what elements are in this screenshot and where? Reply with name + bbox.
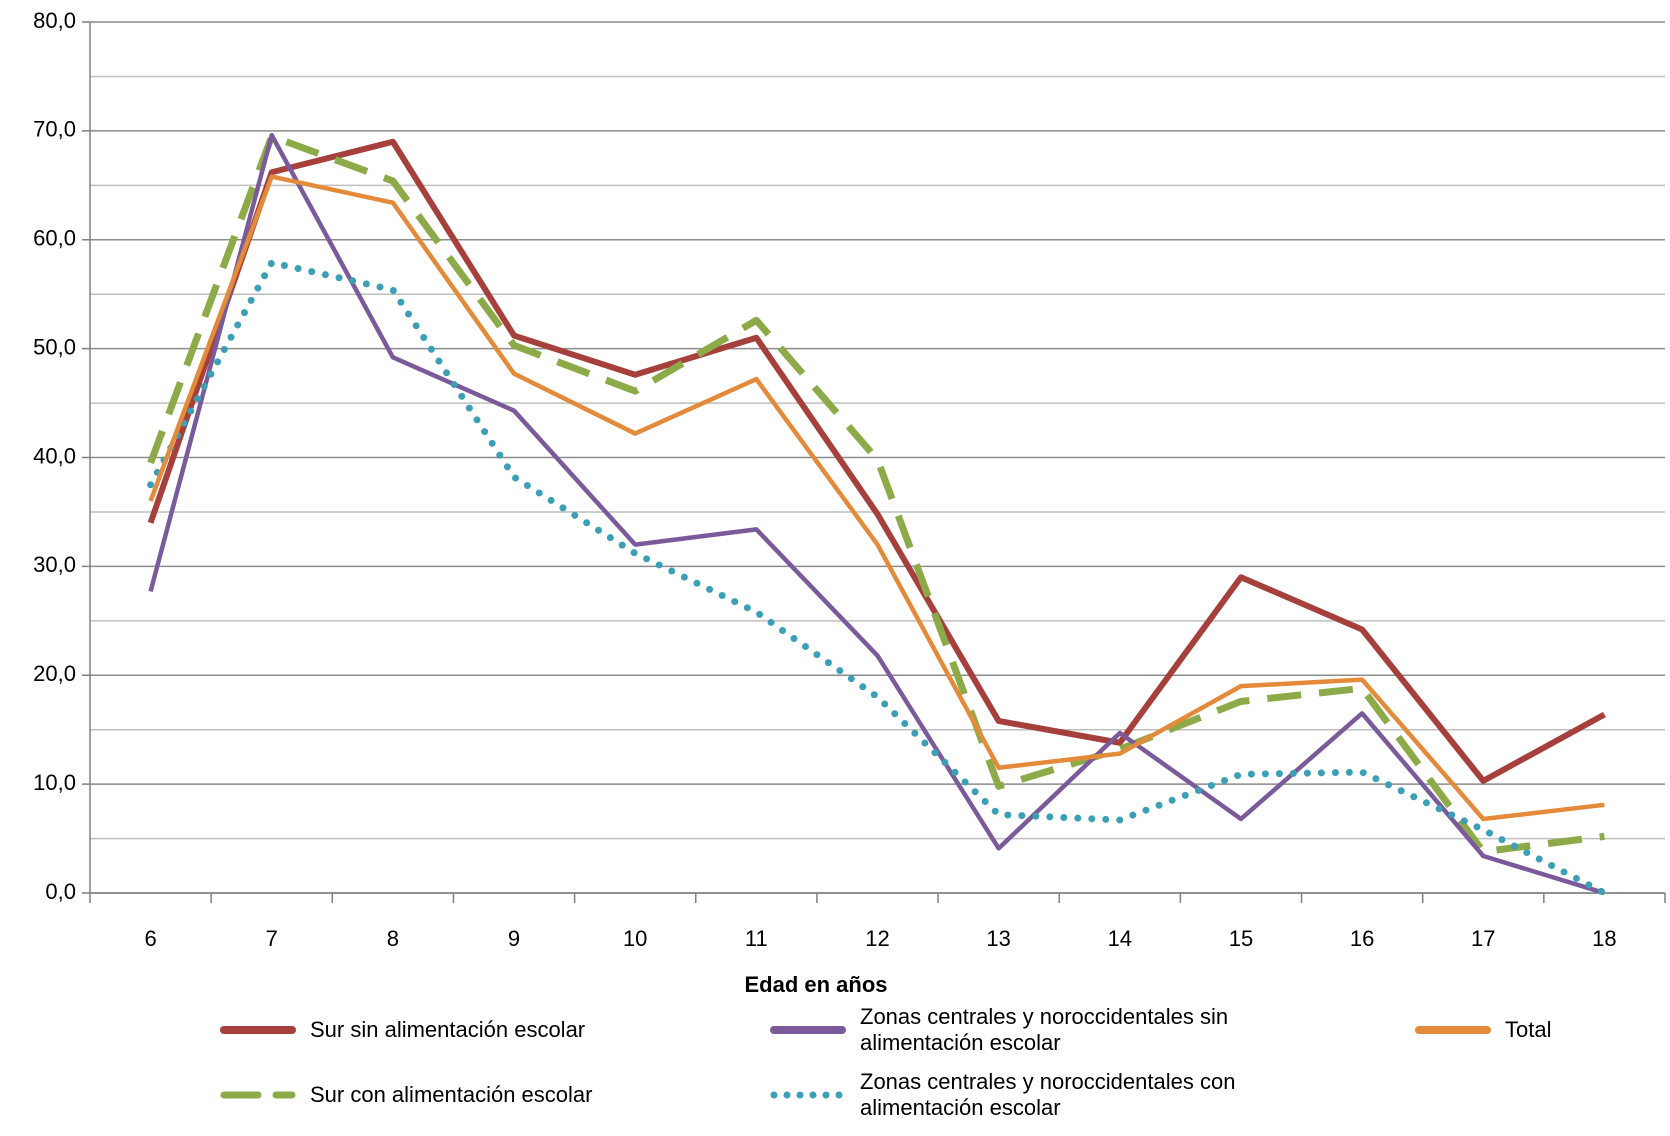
- legend-swatch: [220, 1091, 296, 1099]
- x-tick-label: 16: [1350, 926, 1374, 951]
- x-tick-label: 13: [986, 926, 1010, 951]
- x-tick-label: 8: [387, 926, 399, 951]
- x-tick-label: 18: [1592, 926, 1616, 951]
- y-tick-label: 30,0: [33, 552, 76, 577]
- legend-label: Sur con alimentación escolar: [310, 1082, 593, 1107]
- x-tick-label: 14: [1108, 926, 1132, 951]
- series-line: [147, 259, 1608, 897]
- y-tick-label: 0,0: [45, 879, 76, 904]
- legend-item: Zonas centrales y noroccidentales con al…: [770, 1069, 1260, 1121]
- series-line: [148, 174, 1605, 822]
- x-tick-label: 9: [508, 926, 520, 951]
- legend-label: Total: [1505, 1017, 1552, 1042]
- y-tick-label: 70,0: [33, 117, 76, 142]
- legend-item: Sur con alimentación escolar: [220, 1069, 592, 1121]
- x-tick-label: 10: [623, 926, 647, 951]
- y-tick-label: 40,0: [33, 443, 76, 468]
- y-tick-label: 60,0: [33, 226, 76, 251]
- x-tick-label: 15: [1229, 926, 1253, 951]
- legend-label: Zonas centrales y noroccidentales sin al…: [860, 1004, 1229, 1055]
- x-tick-label: 7: [266, 926, 278, 951]
- legend-swatch: [770, 1026, 846, 1034]
- legend-item: Total: [1415, 1004, 1551, 1056]
- series-line: [147, 138, 1606, 784]
- legend-swatch: [1415, 1026, 1491, 1034]
- legend-label: Sur sin alimentación escolar: [310, 1017, 586, 1042]
- legend-label: Zonas centrales y noroccidentales con al…: [860, 1069, 1236, 1120]
- legend-swatch: [770, 1091, 846, 1099]
- legend-item: Sur sin alimentación escolar: [220, 1004, 585, 1056]
- series-line: [147, 132, 1605, 856]
- x-tick-label: 11: [745, 926, 768, 951]
- x-tick-label: 17: [1471, 926, 1495, 951]
- legend-item: Zonas centrales y noroccidentales sin al…: [770, 1004, 1260, 1056]
- x-tick-label: 12: [865, 926, 889, 951]
- x-tick-label: 6: [144, 926, 156, 951]
- legend-swatch: [220, 1026, 296, 1034]
- y-tick-label: 10,0: [33, 770, 76, 795]
- y-tick-label: 20,0: [33, 661, 76, 686]
- series-line: [148, 132, 1606, 896]
- y-tick-label: 80,0: [33, 8, 76, 33]
- y-tick-label: 50,0: [33, 334, 76, 359]
- x-axis-title: Edad en años: [744, 972, 887, 997]
